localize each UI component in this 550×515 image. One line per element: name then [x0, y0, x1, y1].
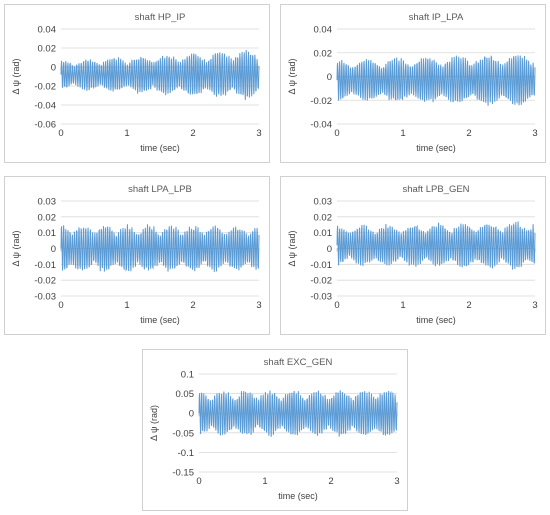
chart-title: shaft IP_LPA — [409, 12, 464, 23]
x-tick-label: 1 — [400, 128, 405, 139]
y-tick-label: -0.05 — [172, 428, 194, 439]
x-tick-label: 0 — [58, 128, 63, 139]
x-tick-label: 1 — [124, 128, 129, 139]
y-tick-label: 0.02 — [314, 48, 333, 59]
y-tick-label: 0 — [51, 63, 56, 74]
x-tick-label: 1 — [124, 300, 129, 311]
y-tick-label: 0.01 — [38, 228, 57, 239]
y-tick-label: 0.01 — [314, 228, 333, 239]
x-tick-label: 2 — [466, 128, 471, 139]
x-axis-label: time (sec) — [278, 491, 318, 501]
series-line — [60, 49, 260, 101]
y-tick-label: -0.01 — [310, 260, 332, 271]
chart-title: shaft LPA_LPB — [128, 184, 192, 195]
y-axis-label: Δ ψ (rad) — [287, 231, 297, 267]
y-tick-label: -0.02 — [34, 82, 56, 93]
y-tick-label: -0.02 — [34, 276, 56, 287]
y-axis-label: Δ ψ (rad) — [11, 59, 21, 95]
y-tick-label: -0.04 — [34, 101, 56, 112]
y-axis-label: Δ ψ (rad) — [287, 59, 297, 95]
chart-title: shaft EXC_GEN — [264, 357, 333, 368]
y-tick-label: -0.06 — [34, 120, 56, 131]
y-tick-label: 0 — [189, 409, 194, 420]
y-tick-label: 0.04 — [38, 25, 57, 36]
chart-title: shaft HP_IP — [135, 12, 186, 23]
y-tick-label: 0.05 — [176, 389, 195, 400]
y-tick-label: 0.02 — [38, 44, 57, 55]
x-tick-label: 3 — [394, 476, 399, 487]
y-tick-label: 0 — [327, 244, 332, 255]
x-tick-label: 2 — [190, 128, 195, 139]
y-tick-label: 0 — [327, 72, 332, 83]
x-axis-label: time (sec) — [140, 315, 180, 325]
x-tick-label: 1 — [262, 476, 267, 487]
chart-panel-exc-gen: shaft EXC_GEN 0.1 0.05 0 -0.05 -0.1 -0.15 0 1 2 3 t… — [142, 349, 408, 511]
x-tick-label: 3 — [256, 300, 261, 311]
y-axis-label: Δ ψ (rad) — [11, 231, 21, 267]
chart-svg: shaft LPB_GEN 0.03 0.02 0.01 0 -0.01 -0.02 -0.0… — [287, 184, 538, 325]
y-tick-label: -0.02 — [310, 96, 332, 107]
y-tick-label: -0.1 — [178, 448, 194, 459]
x-tick-label: 3 — [532, 128, 537, 139]
x-axis-label: time (sec) — [140, 143, 180, 153]
y-tick-label: 0.1 — [181, 370, 194, 381]
y-tick-label: 0.04 — [314, 25, 333, 36]
y-tick-label: 0.03 — [314, 197, 333, 208]
chart-svg: shaft HP_IP0.040.020-0.02-0.04-0.060 1 2 3t… — [11, 12, 262, 153]
x-tick-label: 0 — [334, 300, 339, 311]
y-tick-label: -0.15 — [172, 468, 194, 479]
x-tick-label: 0 — [58, 300, 63, 311]
x-tick-label: 3 — [532, 300, 537, 311]
chart-panel-lpa-lpb: shaft LPA_LPB 0.03 0.02 0.01 0 -0.01 -0.02 -0.0… — [4, 176, 270, 335]
chart-panel-hp-ip: shaft HP_IP 0.04 0.02 0 -0.02 -0.04 -0.06 0 1 2 3 t… — [4, 4, 270, 163]
x-tick-label: 2 — [328, 476, 333, 487]
y-tick-label: 0.02 — [38, 212, 57, 223]
x-tick-label: 3 — [256, 128, 261, 139]
chart-svg: shaft LPA_LPB 0.03 0.02 0.01 0 -0.01 -0.02 -0.0… — [11, 184, 262, 325]
x-axis-label: time (sec) — [416, 315, 456, 325]
y-tick-label: 0.02 — [314, 212, 333, 223]
y-tick-label: 0 — [51, 244, 56, 255]
chart-panel-ip-lpa: shaft IP_LPA 0.04 0.02 0 -0.02 -0.04 0 1 2 3 time … — [280, 4, 546, 163]
y-tick-label: -0.03 — [34, 292, 56, 303]
x-tick-label: 0 — [334, 128, 339, 139]
x-tick-label: 2 — [190, 300, 195, 311]
y-tick-label: -0.02 — [310, 276, 332, 287]
chart-title: shaft LPB_GEN — [402, 184, 469, 195]
x-tick-label: 2 — [466, 300, 471, 311]
chart-panel-lpb-gen: shaft LPB_GEN 0.03 0.02 0.01 0 -0.01 -0.02 -0.0… — [280, 176, 546, 335]
x-tick-label: 0 — [196, 476, 201, 487]
series-line — [198, 390, 398, 437]
y-axis-label: Δ ψ (rad) — [149, 405, 159, 441]
x-axis-label: time (sec) — [416, 143, 456, 153]
series-line — [336, 55, 536, 106]
y-tick-label: -0.04 — [310, 120, 332, 131]
y-tick-label: -0.03 — [310, 292, 332, 303]
y-tick-label: -0.01 — [34, 260, 56, 271]
y-tick-label: 0.03 — [38, 197, 57, 208]
series-line — [336, 221, 536, 270]
series-line — [60, 224, 260, 272]
x-tick-label: 1 — [400, 300, 405, 311]
